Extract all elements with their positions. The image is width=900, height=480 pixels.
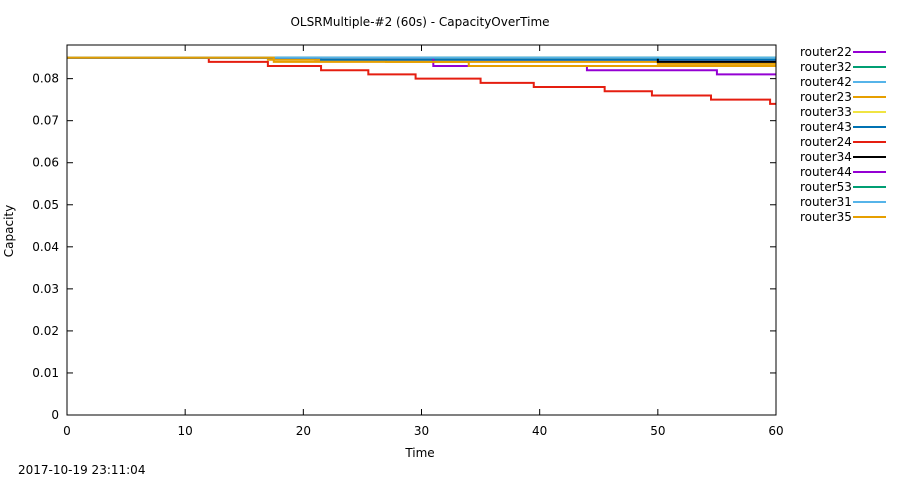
x-tick-label: 60 bbox=[768, 424, 783, 438]
y-tick-label: 0.07 bbox=[32, 114, 59, 128]
y-tick-label: 0.08 bbox=[32, 72, 59, 86]
series-line-router44 bbox=[67, 56, 776, 76]
x-tick-label: 10 bbox=[178, 424, 193, 438]
legend-label-router33: router33 bbox=[800, 105, 852, 119]
x-tick-label: 40 bbox=[532, 424, 547, 438]
plot-frame bbox=[66, 44, 777, 416]
legend-label-router22: router22 bbox=[800, 45, 852, 59]
series-line-router35 bbox=[67, 56, 776, 68]
legend: router22router32router42router23router33… bbox=[800, 45, 886, 224]
y-tick-label: 0.01 bbox=[32, 366, 59, 380]
legend-label-router34: router34 bbox=[800, 150, 852, 164]
legend-label-router35: router35 bbox=[800, 210, 852, 224]
x-tick-label: 20 bbox=[296, 424, 311, 438]
chart-title: OLSRMultiple-#2 (60s) - CapacityOverTime bbox=[290, 15, 549, 29]
x-tick-label: 30 bbox=[414, 424, 429, 438]
y-tick-label: 0.05 bbox=[32, 198, 59, 212]
legend-label-router43: router43 bbox=[800, 120, 852, 134]
y-axis-label: Capacity bbox=[2, 205, 16, 257]
y-tick-label: 0.03 bbox=[32, 282, 59, 296]
x-axis-label: Time bbox=[404, 446, 434, 460]
x-tick-label: 0 bbox=[63, 424, 71, 438]
y-tick-label: 0 bbox=[51, 408, 59, 422]
legend-label-router24: router24 bbox=[800, 135, 852, 149]
y-tick-label: 0.06 bbox=[32, 156, 59, 170]
legend-label-router23: router23 bbox=[800, 90, 852, 104]
legend-label-router53: router53 bbox=[800, 180, 852, 194]
legend-label-router32: router32 bbox=[800, 60, 852, 74]
series-line-router24 bbox=[67, 56, 776, 105]
x-tick-label: 50 bbox=[650, 424, 665, 438]
series-layer bbox=[67, 56, 776, 105]
legend-label-router42: router42 bbox=[800, 75, 852, 89]
y-tick-label: 0.02 bbox=[32, 324, 59, 338]
axes-layer: 0 10 20 30 40 50 60 0 0.01 0.02 0.03 0.04 0.05 0.06 0.… bbox=[32, 45, 784, 438]
y-tick-label: 0.04 bbox=[32, 240, 59, 254]
legend-label-router31: router31 bbox=[800, 195, 852, 209]
timestamp: 2017-10-19 23:11:04 bbox=[18, 463, 146, 477]
legend-label-router44: router44 bbox=[800, 165, 852, 179]
